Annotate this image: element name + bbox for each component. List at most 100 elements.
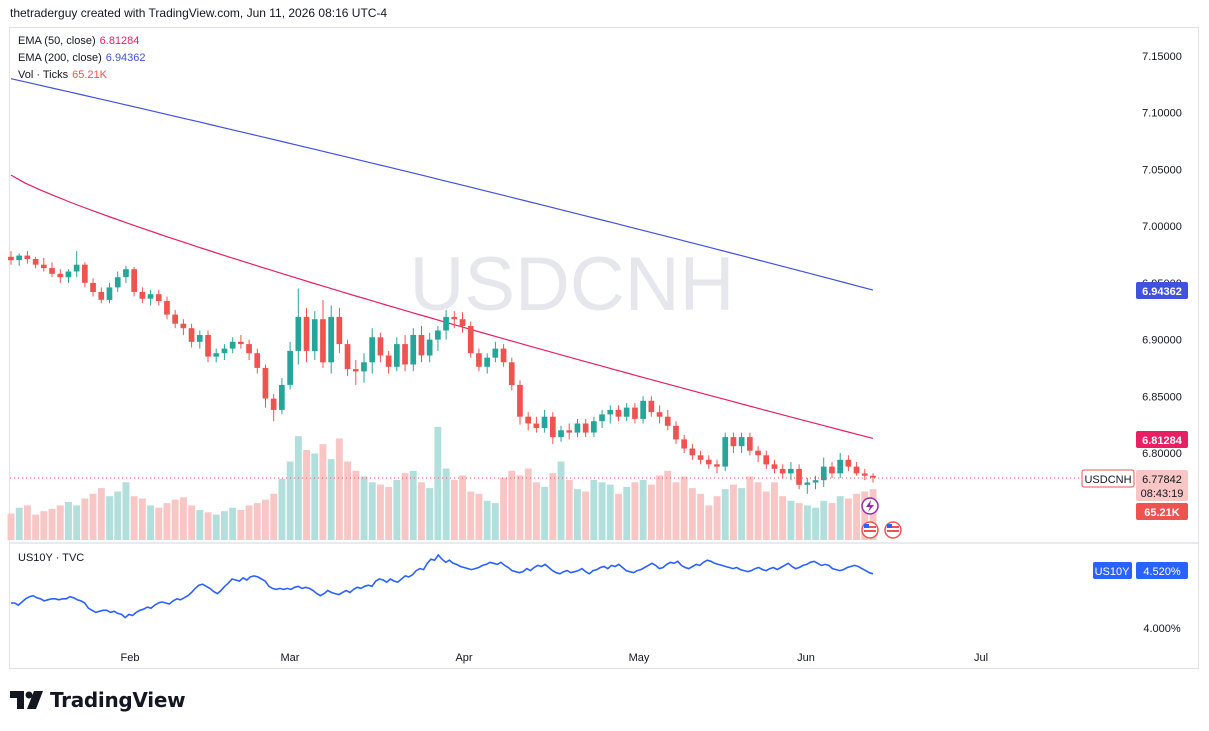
volume-bar [401, 473, 409, 540]
candle-body [221, 348, 228, 354]
candle-body [607, 409, 614, 415]
candle-body [139, 291, 146, 299]
volume-bar [738, 488, 746, 540]
candle-body [730, 437, 737, 447]
svg-text:6.81284: 6.81284 [1142, 435, 1183, 447]
legend-ema50[interactable]: EMA (50, close) 6.81284 [18, 35, 139, 47]
time-tick-label: May [629, 652, 650, 664]
svg-text:65.21K: 65.21K [1144, 507, 1180, 519]
us10y-line [11, 553, 874, 619]
candle-body [311, 319, 318, 351]
time-tick-label: Jul [974, 652, 988, 664]
legend-ema200-label: EMA (200, close) [18, 52, 102, 64]
us-flag-event-icon[interactable] [861, 521, 879, 539]
legend-ema200[interactable]: EMA (200, close) 6.94362 [18, 52, 146, 64]
candle-body [369, 337, 375, 363]
volume-bar [163, 503, 171, 540]
price-axis: 7.150007.100007.050007.000006.950006.900… [1142, 51, 1182, 635]
candle-body [229, 341, 236, 349]
candle-body [558, 430, 564, 438]
chart-frame[interactable] [9, 27, 1199, 669]
tradingview-logo-icon [10, 691, 43, 709]
volume-bar [623, 486, 631, 540]
flash-event-icon[interactable] [861, 497, 879, 515]
time-tick-label: Feb [121, 652, 140, 664]
volume-bar [48, 508, 56, 540]
volume-bar [368, 482, 376, 540]
volume-bar [853, 493, 860, 540]
volume-bar [656, 475, 663, 540]
candle-body [90, 282, 96, 292]
candle-body [484, 357, 490, 367]
volume-bar [828, 503, 836, 540]
volume-bar [697, 493, 705, 540]
volume-bar [253, 503, 261, 540]
volume-bar [188, 505, 196, 540]
legend-us10y[interactable]: US10Y · TVC [18, 552, 84, 564]
volume-bar [327, 459, 335, 540]
volume-bar [549, 473, 557, 540]
volume-bar [245, 505, 253, 540]
volume-bar [803, 505, 811, 540]
volume-bar [631, 482, 639, 540]
candle-body [131, 269, 137, 292]
volume-bar [56, 505, 64, 540]
volume-bar [426, 488, 434, 540]
volume-bar [278, 478, 286, 540]
volume-bar [377, 484, 384, 540]
symbol-watermark: USDCNH [409, 242, 734, 327]
volume-bar [138, 498, 146, 540]
volume-bar [7, 513, 15, 540]
candle-body [147, 294, 154, 299]
volume-bar [533, 482, 540, 540]
candle-body [238, 341, 244, 345]
legend-ema200-value: 6.94362 [105, 52, 146, 64]
legend-volume[interactable]: Vol · Ticks 65.21K [18, 69, 107, 81]
candle-body [837, 459, 843, 474]
volume-bar [787, 500, 795, 540]
candle-body [755, 450, 761, 456]
time-tick-label: Jun [797, 652, 815, 664]
candle-body [303, 316, 310, 351]
svg-text:6.77842: 6.77842 [1142, 474, 1182, 486]
candle-body [344, 344, 351, 370]
us10y-tick-label: 4.000% [1143, 623, 1181, 635]
time-axis: Feb Mar Apr May Jun Jul [121, 652, 989, 664]
candle-body [550, 416, 556, 438]
candle-body [623, 407, 630, 417]
us-flag-event-icon-2[interactable] [884, 521, 902, 539]
candle-body [689, 448, 696, 456]
volume-bar [212, 514, 220, 540]
volume-bar [762, 491, 770, 540]
candle-body [476, 353, 482, 367]
candle-body [508, 362, 515, 385]
candle-body [853, 466, 860, 474]
volume-bar [869, 489, 877, 540]
candle-body [738, 437, 745, 447]
tradingview-logo[interactable]: TradingView [10, 688, 186, 712]
candle-body [870, 475, 876, 478]
candle-body [788, 468, 794, 474]
candle-body [32, 259, 39, 265]
ema200-badge: 6.94362 [1136, 282, 1188, 299]
candle-body [188, 328, 195, 342]
candle-body [705, 459, 712, 465]
volume-bar [647, 484, 655, 540]
candle-body [254, 353, 261, 368]
candle-body [459, 319, 466, 326]
volume-bar [65, 501, 72, 540]
candle-body [812, 480, 819, 483]
volume-badge: 65.21K [1136, 503, 1188, 520]
candle-body [443, 316, 449, 331]
volume-bar [262, 499, 269, 540]
candle-body [582, 423, 589, 433]
candle-body [114, 277, 121, 288]
volume-bar [221, 511, 228, 540]
tradingview-logo-text: TradingView [50, 688, 186, 712]
candle-body [123, 269, 129, 278]
ema-lines [10, 78, 874, 439]
volume-bar [459, 475, 466, 540]
svg-text:USDCNH: USDCNH [1084, 474, 1131, 486]
candle-body [98, 291, 105, 300]
